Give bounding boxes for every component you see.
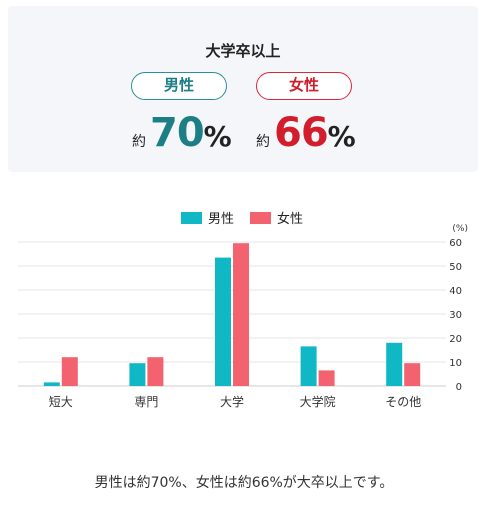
bar-male	[300, 346, 317, 386]
x-category-label: 専門	[134, 395, 158, 409]
y-tick-label: 10	[449, 358, 462, 369]
x-category-label: その他	[385, 395, 421, 409]
education-bar-chart: 0 10 20 30 40 50 60 (%) 短大 専門 大学 大学院 その他 男性 女性	[18, 211, 468, 409]
bar-male	[215, 257, 231, 386]
y-tick-label: 40	[449, 286, 462, 297]
bar-male	[386, 342, 403, 386]
bar-male	[129, 363, 146, 386]
y-tick-label: 50	[449, 262, 462, 273]
y-tick-label: 30	[449, 310, 462, 321]
y-tick-label: 20	[449, 334, 462, 345]
summary-title: 大学卒以上	[205, 42, 281, 60]
male-percent-sign: %	[203, 120, 232, 153]
bar-female	[404, 363, 421, 386]
female-percentage-value: 66	[274, 110, 329, 156]
legend-label-female: 女性	[277, 211, 303, 227]
legend-swatch-female	[250, 212, 271, 224]
y-tick-label: 60	[449, 238, 462, 249]
summary-card: 大学卒以上 男性 女性 約 70% 約 66%	[8, 6, 478, 172]
male-approx-prefix: 約	[132, 134, 146, 150]
bar-male	[43, 382, 60, 386]
male-percentage-value: 70	[150, 110, 205, 156]
x-category-label: 大学院	[300, 394, 336, 409]
x-category-label: 短大	[49, 395, 73, 409]
female-stat: 約 66%	[256, 110, 356, 156]
bar-female	[61, 357, 78, 386]
bar-female	[233, 243, 249, 386]
y-axis-unit-label: (%)	[452, 224, 468, 234]
female-approx-prefix: 約	[256, 134, 270, 150]
female-label-badge: 女性	[256, 72, 352, 100]
female-percent-sign: %	[327, 120, 356, 153]
legend-swatch-male	[181, 212, 202, 224]
legend-label-male: 男性	[208, 212, 234, 227]
bar-female	[318, 370, 335, 386]
x-category-label: 大学	[220, 394, 244, 409]
chart-caption: 男性は約70%、女性は約66%が大卒以上です。	[94, 475, 394, 491]
male-stat: 約 70%	[132, 110, 232, 156]
male-label-badge: 男性	[131, 72, 227, 100]
y-tick-label: 0	[456, 382, 462, 393]
bar-female	[147, 357, 164, 386]
